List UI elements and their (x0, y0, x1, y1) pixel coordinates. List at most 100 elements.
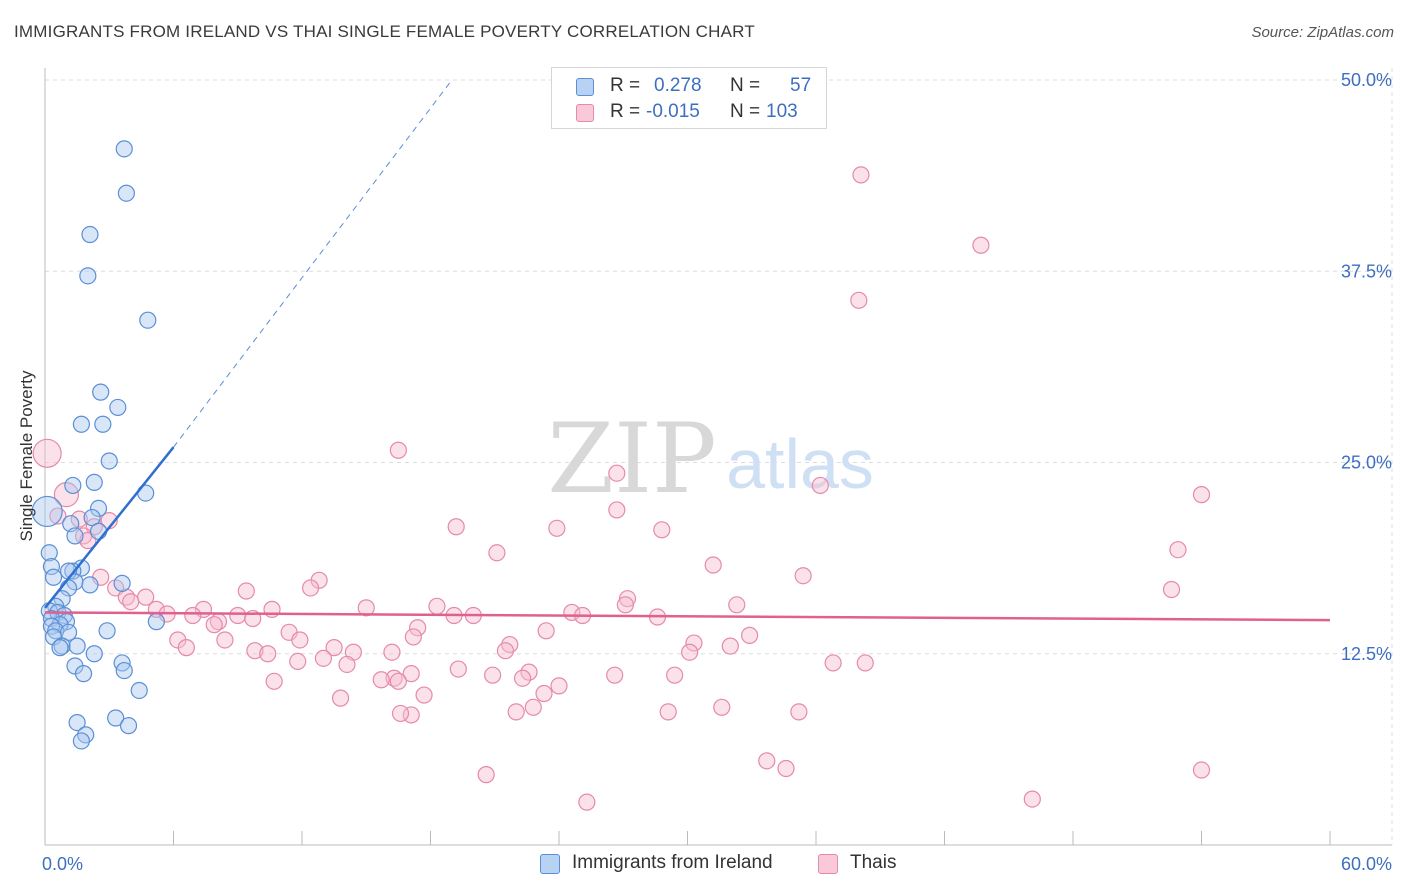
thais-point (537, 622, 555, 640)
thais-point (856, 654, 874, 672)
ireland-point (81, 576, 99, 594)
thais-point (790, 703, 808, 721)
legend-r-label: R = (610, 101, 641, 122)
ireland-point (130, 681, 148, 700)
y-tick-label: 37.5% (1341, 261, 1392, 281)
thais-point (229, 606, 247, 625)
watermark-zip: ZIP (547, 403, 716, 515)
thais-point (409, 619, 427, 637)
thais-point (70, 510, 88, 528)
thais-point (477, 766, 495, 784)
legend-swatch-blue (576, 78, 594, 96)
thais-point (608, 464, 626, 482)
thais-point (402, 665, 420, 683)
ireland-point (119, 717, 138, 735)
ireland-point (44, 568, 63, 586)
thais-point (578, 793, 596, 811)
ireland-point (68, 713, 86, 732)
ireland-point (147, 613, 165, 631)
thais-point (794, 567, 812, 585)
x-tick-label-max: 60.0% (1341, 854, 1392, 874)
thais-point (32, 438, 62, 468)
thais-point (383, 643, 401, 661)
thais-point (449, 660, 467, 678)
ireland-points (31, 140, 165, 750)
ireland-point (81, 225, 99, 244)
thais-point (606, 666, 624, 684)
thais-point (811, 476, 829, 495)
thais-point (850, 291, 868, 309)
thais-point (1162, 580, 1181, 599)
ireland-point (109, 398, 127, 417)
thais-point (259, 645, 277, 663)
thais-point (331, 689, 350, 707)
ireland-point (117, 184, 135, 202)
ireland-point (89, 499, 108, 517)
thais-point (389, 441, 407, 459)
thais-point (548, 519, 566, 537)
ireland-point (115, 140, 133, 158)
thais-point (777, 759, 795, 778)
thais-point (391, 704, 410, 723)
ireland-trend-extension (173, 79, 453, 448)
thais-point (216, 631, 234, 649)
legend-swatch-pink (818, 854, 838, 874)
thais-point (237, 582, 255, 600)
legend-label-ireland: Immigrants from Ireland (572, 852, 773, 873)
thais-point (1023, 790, 1041, 808)
thais-point (653, 521, 671, 539)
correlation-legend: R = 0.278 N = 57 R = -0.015 N = 103 (551, 67, 827, 129)
thais-point (535, 684, 553, 703)
thais-point (53, 482, 80, 508)
thais-point (291, 631, 309, 649)
thais-point (1169, 541, 1187, 559)
ireland-point (74, 665, 93, 683)
thais-point (666, 666, 684, 684)
thais-point (758, 752, 776, 770)
thais-point (972, 236, 990, 254)
ireland-point (83, 508, 101, 527)
ireland-point (31, 495, 63, 528)
trend-lines (44, 79, 1331, 622)
legend-swatch-pink (576, 104, 594, 122)
ireland-point (92, 383, 110, 401)
thais-point (372, 671, 390, 689)
thais-point (685, 634, 703, 652)
thais-point (246, 642, 264, 660)
thais-point (741, 626, 759, 644)
thais-point (513, 669, 532, 687)
x-tick-label-min: 0.0% (42, 854, 83, 874)
ireland-point (107, 709, 125, 727)
thais-point (520, 663, 538, 681)
ireland-point (42, 557, 61, 576)
legend-swatch-blue (540, 854, 560, 874)
thais-point (177, 639, 195, 657)
ireland-point (51, 639, 69, 657)
thais-point (289, 652, 307, 671)
legend-r-label: R = (610, 75, 641, 96)
thais-point (852, 166, 870, 184)
thais-point (608, 501, 626, 519)
thais-point (338, 655, 356, 674)
ireland-point (115, 661, 133, 680)
thais-point (415, 686, 433, 704)
y-tick-label: 12.5% (1341, 644, 1392, 664)
thais-point (1192, 486, 1211, 504)
thais-point (616, 596, 634, 614)
thais-point (301, 579, 320, 597)
y-tick-label: 25.0% (1341, 453, 1392, 473)
ireland-point (85, 473, 103, 491)
ireland-point (89, 522, 108, 540)
thais-point (404, 628, 422, 646)
thais-point (728, 596, 746, 614)
thais-point (314, 649, 333, 667)
y-tick-label: 50.0% (1341, 70, 1392, 90)
legend-label-thais: Thais (850, 852, 897, 873)
thais-point (484, 666, 502, 684)
legend-n-value: 57 (790, 75, 812, 96)
ireland-point (100, 452, 118, 470)
thais-point (524, 698, 542, 716)
thais-point (824, 654, 842, 672)
thais-point (681, 643, 699, 661)
